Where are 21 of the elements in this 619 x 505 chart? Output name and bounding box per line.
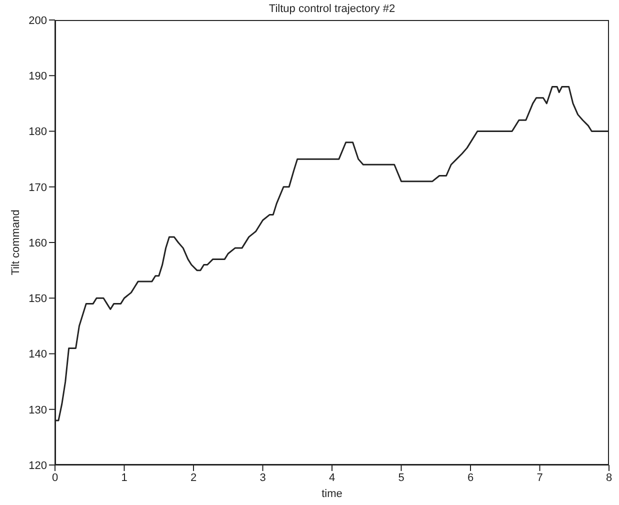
x-axis-title: time [322,488,342,500]
y-axis-title: Tilt command [10,210,22,276]
x-tick-label: 7 [536,472,543,484]
x-tick-label: 5 [398,472,404,484]
y-tick-label: 160 [28,237,47,250]
x-tick-label: 3 [260,472,266,484]
chart-title: Tiltup control trajectory #2 [268,3,396,15]
x-tick-label: 1 [121,472,128,484]
x-tick-label: 0 [52,472,58,484]
x-tick-label: 4 [328,472,336,484]
y-tick-label: 180 [28,126,47,138]
y-tick-label: 190 [28,70,47,83]
y-tick-label: 120 [28,460,47,472]
x-tick-label: 2 [190,472,197,484]
y-tick-label: 140 [28,348,47,361]
y-tick-label: 150 [28,293,47,306]
x-tick-label: 8 [606,472,612,484]
y-tick-label: 170 [28,182,47,194]
y-tick-label: 130 [28,404,47,416]
y-tick-label: 200 [28,14,47,27]
x-tick-label: 6 [467,472,474,484]
